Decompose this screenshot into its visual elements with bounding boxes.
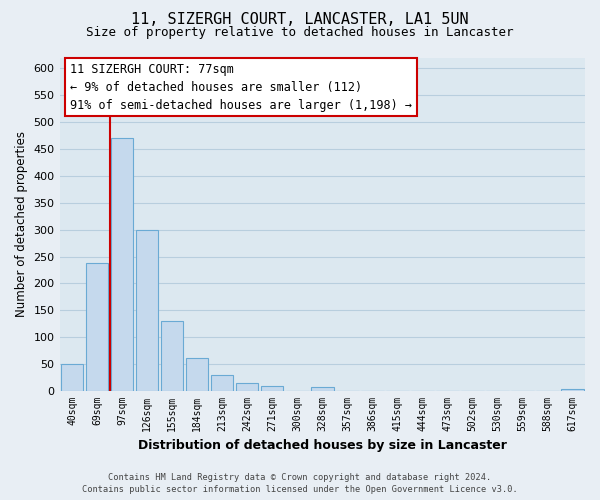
Bar: [161, 321, 184, 391]
Bar: [561, 390, 584, 391]
Bar: [61, 364, 83, 391]
X-axis label: Distribution of detached houses by size in Lancaster: Distribution of detached houses by size …: [138, 440, 507, 452]
Bar: [261, 386, 283, 391]
Bar: [111, 138, 133, 391]
Bar: [236, 383, 259, 391]
Text: 11 SIZERGH COURT: 77sqm
← 9% of detached houses are smaller (112)
91% of semi-de: 11 SIZERGH COURT: 77sqm ← 9% of detached…: [70, 62, 412, 112]
Text: 11, SIZERGH COURT, LANCASTER, LA1 5UN: 11, SIZERGH COURT, LANCASTER, LA1 5UN: [131, 12, 469, 28]
Y-axis label: Number of detached properties: Number of detached properties: [15, 132, 28, 318]
Bar: [136, 230, 158, 391]
Bar: [186, 358, 208, 391]
Bar: [311, 387, 334, 391]
Text: Contains HM Land Registry data © Crown copyright and database right 2024.
Contai: Contains HM Land Registry data © Crown c…: [82, 472, 518, 494]
Bar: [86, 263, 109, 391]
Bar: [211, 375, 233, 391]
Text: Size of property relative to detached houses in Lancaster: Size of property relative to detached ho…: [86, 26, 514, 39]
